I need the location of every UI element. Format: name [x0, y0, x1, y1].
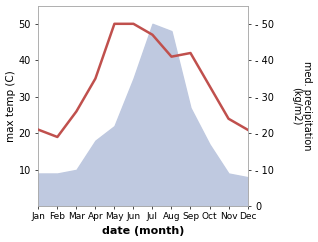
Y-axis label: med. precipitation
(kg/m2): med. precipitation (kg/m2)	[291, 61, 313, 151]
X-axis label: date (month): date (month)	[102, 227, 184, 236]
Y-axis label: max temp (C): max temp (C)	[5, 70, 16, 142]
